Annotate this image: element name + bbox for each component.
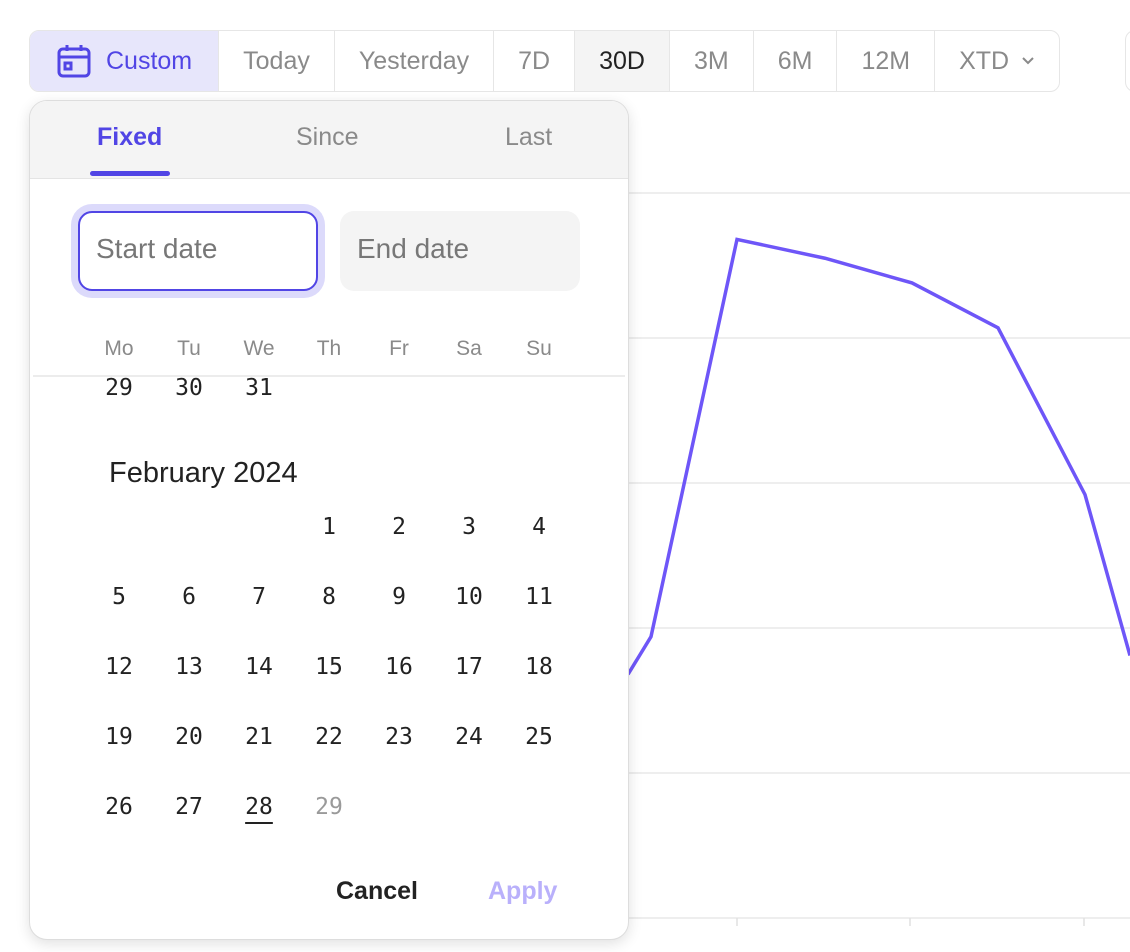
range-6m-button[interactable]: 6M <box>754 31 838 91</box>
range-3m-button[interactable]: 3M <box>670 31 754 91</box>
calendar-day[interactable]: 1 <box>322 514 336 540</box>
range-xtd-button[interactable]: XTD <box>935 31 1059 91</box>
month-title: February 2024 <box>109 457 298 489</box>
range-7d-button[interactable]: 7D <box>494 31 576 91</box>
picker-tabs: Fixed Since Last <box>30 101 628 179</box>
date-range-bar: Custom Today Yesterday 7D 30D 3M 6M 12M … <box>29 30 1061 92</box>
calendar-day[interactable]: 16 <box>385 654 413 680</box>
date-picker-popover: Fixed Since Last Start date End date Mo T… <box>29 100 629 940</box>
apply-button[interactable]: Apply <box>488 877 558 905</box>
tab-since[interactable]: Since <box>296 123 359 151</box>
calendar-day[interactable]: 14 <box>245 654 273 680</box>
range-custom-label: Custom <box>106 46 193 75</box>
weekday-we: We <box>243 337 275 360</box>
calendar-day[interactable]: 8 <box>322 584 336 610</box>
calendar-day[interactable]: 2 <box>392 514 406 540</box>
active-tab-indicator <box>90 171 170 176</box>
calendar-day[interactable]: 21 <box>245 724 273 750</box>
calendar-day[interactable]: 31 <box>245 375 273 401</box>
calendar-day[interactable]: 6 <box>182 584 196 610</box>
weekday-sa: Sa <box>456 337 482 360</box>
calendar-icon <box>57 45 91 78</box>
weekday-th: Th <box>316 337 342 360</box>
calendar-day[interactable]: 11 <box>525 584 553 610</box>
calendar-day: 29 <box>315 794 343 820</box>
tab-fixed[interactable]: Fixed <box>97 123 163 151</box>
calendar-day[interactable]: 4 <box>532 514 546 540</box>
calendar-day[interactable]: 20 <box>175 724 203 750</box>
calendar-day[interactable]: 29 <box>105 375 133 401</box>
calendar-day[interactable]: 13 <box>175 654 203 680</box>
weekday-divider <box>33 375 625 377</box>
weekday-fr: Fr <box>389 337 409 360</box>
calendar-day[interactable]: 25 <box>525 724 553 750</box>
range-30d-button[interactable]: 30D <box>575 31 670 91</box>
range-yesterday-button[interactable]: Yesterday <box>335 31 495 91</box>
end-date-input[interactable]: End date <box>340 211 580 291</box>
calendar-day[interactable]: 5 <box>112 584 126 610</box>
calendar-day[interactable]: 10 <box>455 584 483 610</box>
weekday-mo: Mo <box>104 337 134 360</box>
calendar-day[interactable]: 22 <box>315 724 343 750</box>
calendar-day-today[interactable]: 28 <box>245 794 273 820</box>
calendar-day[interactable]: 19 <box>105 724 133 750</box>
range-today-button[interactable]: Today <box>219 31 335 91</box>
calendar-day[interactable]: 7 <box>252 584 266 610</box>
calendar-day[interactable]: 12 <box>105 654 133 680</box>
range-custom-button[interactable]: Custom <box>30 31 220 91</box>
start-date-input[interactable]: Start date <box>78 211 318 291</box>
calendar-day[interactable]: 24 <box>455 724 483 750</box>
extra-toolbar-button[interactable] <box>1125 30 1130 92</box>
calendar-day[interactable]: 26 <box>105 794 133 820</box>
calendar-day[interactable]: 3 <box>462 514 476 540</box>
range-xtd-label: XTD <box>959 46 1010 75</box>
calendar-day[interactable]: 18 <box>525 654 553 680</box>
chevron-down-icon <box>1022 57 1034 65</box>
series-line <box>626 237 1130 676</box>
range-12m-button[interactable]: 12M <box>837 31 936 91</box>
cancel-button[interactable]: Cancel <box>336 877 418 905</box>
tab-last[interactable]: Last <box>505 123 553 151</box>
calendar-day[interactable]: 15 <box>315 654 343 680</box>
calendar-day[interactable]: 17 <box>455 654 483 680</box>
calendar-day[interactable]: 9 <box>392 584 406 610</box>
calendar-day[interactable]: 27 <box>175 794 203 820</box>
weekday-tu: Tu <box>177 337 201 360</box>
calendar-day[interactable]: 23 <box>385 724 413 750</box>
calendar-day[interactable]: 30 <box>175 375 203 401</box>
weekday-su: Su <box>526 337 552 360</box>
